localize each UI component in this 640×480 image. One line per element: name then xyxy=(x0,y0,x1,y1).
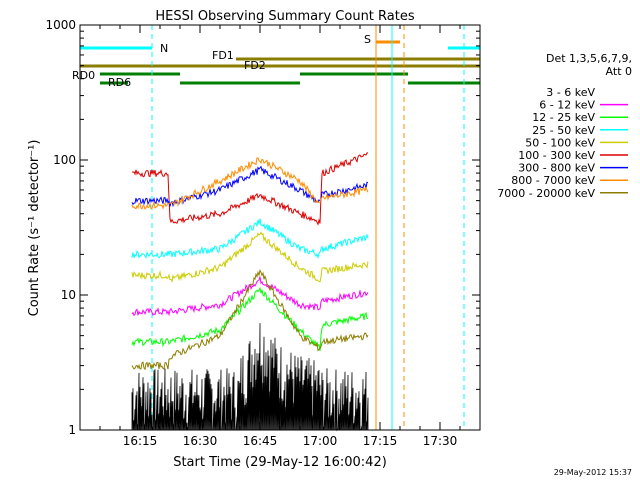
y-tick-label: 100 xyxy=(53,153,76,167)
flag-label: N xyxy=(160,42,168,55)
flag-label: S xyxy=(364,33,371,46)
x-tick-label: 16:30 xyxy=(183,434,218,448)
flag-label: FD1 xyxy=(212,49,234,62)
legend-header-line2: Att 0 xyxy=(606,65,632,78)
series-lines xyxy=(131,152,369,432)
observing-flags: N S FD1 FD2 RD0 RD6 xyxy=(72,33,480,89)
y-axis-label: Count Rate (s⁻¹ detector⁻¹) xyxy=(27,140,42,317)
legend-header-line1: Det 1,3,5,6,7,9, xyxy=(546,52,632,65)
x-tick-label: 17:15 xyxy=(363,434,398,448)
flag-label: FD2 xyxy=(244,59,266,72)
legend-label: 100 - 300 keV xyxy=(518,149,595,162)
x-tick-label: 17:00 xyxy=(303,434,338,448)
flag-label: RD6 xyxy=(108,76,131,89)
flag-label: RD0 xyxy=(72,69,95,82)
legend-label: 50 - 100 keV xyxy=(525,136,595,149)
legend-label: 25 - 50 keV xyxy=(532,124,595,137)
legend-label: 3 - 6 keV xyxy=(546,86,595,99)
legend-label: 300 - 800 keV xyxy=(518,162,595,175)
series-line xyxy=(131,152,369,226)
x-axis-label: Start Time (29-May-12 16:00:42) xyxy=(173,455,387,470)
x-tick-label: 17:30 xyxy=(423,434,458,448)
chart-title: HESSI Observing Summary Count Rates xyxy=(155,9,414,24)
y-tick-label: 1000 xyxy=(45,18,76,32)
series-line xyxy=(131,286,369,352)
legend-label: 800 - 7000 keV xyxy=(511,174,595,187)
series-line xyxy=(131,276,369,317)
x-tick-label: 16:15 xyxy=(123,434,158,448)
series-line xyxy=(131,231,369,283)
legend-label: 7000 - 20000 keV xyxy=(497,187,595,200)
y-tick-label: 10 xyxy=(61,288,76,302)
series-line xyxy=(131,268,369,371)
axes: 16:15 16:30 16:45 17:00 17:15 17:30 1 10 100 1000 xyxy=(45,18,481,448)
x-tick-label: 16:45 xyxy=(243,434,278,448)
series-line xyxy=(131,165,369,208)
date-stamp: 29-May-2012 15:37 xyxy=(554,468,632,477)
series-line xyxy=(131,218,369,260)
series-line xyxy=(131,157,369,211)
legend-label: 12 - 25 keV xyxy=(532,111,595,124)
y-tick-label: 1 xyxy=(68,423,76,437)
legend-label: 6 - 12 keV xyxy=(539,99,595,112)
